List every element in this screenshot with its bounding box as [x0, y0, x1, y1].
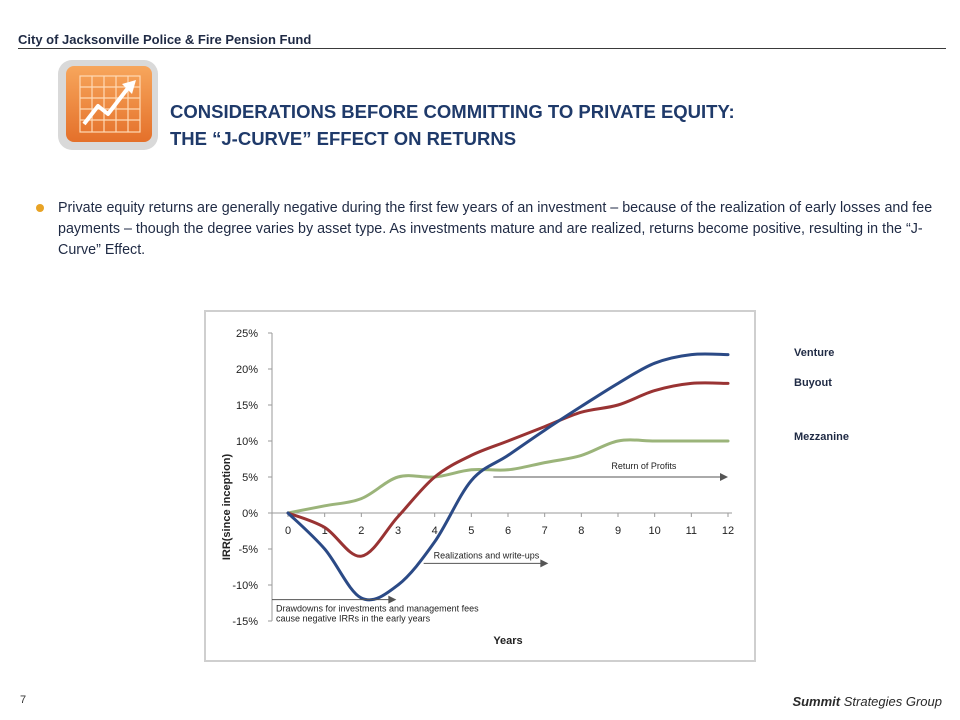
annotation-label-realizations: Realizations and write-ups	[434, 550, 540, 560]
series-line-venture	[286, 352, 730, 602]
x-tick-label: 11	[686, 525, 697, 537]
y-tick-label: 0%	[242, 508, 258, 520]
x-tick-label: 7	[542, 525, 548, 537]
legend-buyout: Buyout	[794, 377, 832, 389]
j-curve-chart: 25% 20% 15% 10% 5% 0% -5% -10% -15% 0 1 2 3 4 5 6 7 8 9 10 1…	[204, 310, 756, 662]
rising-chart-icon	[58, 60, 158, 150]
y-tick-label: -5%	[238, 544, 258, 556]
page-number: 7	[20, 694, 27, 706]
x-tick-label: 5	[468, 525, 474, 537]
series-line-mezzanine	[286, 438, 730, 515]
brand-rest: Strategies Group	[840, 694, 942, 709]
annotation-arrow-drawdowns-head	[388, 595, 397, 604]
annotation-label-drawdowns-line2: cause negative IRRs in the early years	[276, 614, 431, 624]
y-tick-label: 5%	[242, 472, 258, 484]
x-tick-label: 2	[358, 525, 364, 537]
y-tick-label: -10%	[232, 580, 258, 592]
annotation-arrow-profits-head	[720, 473, 728, 481]
legend-venture: Venture	[794, 347, 835, 359]
x-tick-label: 1	[322, 525, 328, 537]
slide-title-line2: THE “J-CURVE” EFFECT ON RETURNS	[170, 128, 517, 149]
annotation-label-profits: Return of Profits	[611, 461, 677, 471]
x-tick-label: 6	[505, 525, 511, 537]
chart-canvas: 25%20%15%10%5%0%-5%-10%-15%0 1 2 3 4 5 6 7 8 9 10 1…	[221, 328, 734, 647]
y-tick-label: 25%	[236, 328, 258, 340]
x-tick-label: 9	[615, 525, 621, 537]
y-tick-label: 15%	[236, 400, 258, 412]
fund-name: City of Jacksonville Police & Fire Pensi…	[18, 32, 312, 47]
x-tick-label: 8	[578, 525, 584, 537]
y-tick-label: -15%	[232, 616, 258, 628]
x-tick-label: 4	[432, 525, 438, 537]
y-tick-label: 20%	[236, 364, 258, 376]
x-axis-label: Years	[493, 635, 522, 647]
y-axis-label: IRR(since inception)	[221, 453, 233, 560]
slide-title-line1: CONSIDERATIONS BEFORE COMMITTING TO PRIV…	[170, 101, 735, 122]
x-tick-label: 0	[285, 525, 291, 537]
legend-mezzanine: Mezzanine	[794, 431, 850, 443]
bullet-text: Private equity returns are generally neg…	[58, 200, 933, 258]
series-line-buyout	[286, 381, 730, 558]
x-tick-label: 12	[722, 525, 734, 537]
brand-logo: Summit Strategies Group	[792, 694, 942, 709]
annotation-arrow-realizations-head	[540, 559, 549, 568]
y-tick-label: 10%	[236, 436, 258, 448]
brand-bold: Summit	[792, 694, 841, 709]
x-tick-label: 3	[395, 525, 401, 537]
header-divider	[18, 48, 946, 49]
x-tick-label: 10	[649, 525, 661, 537]
bullet-dot-icon	[36, 204, 44, 212]
annotation-label-drawdowns-line1: Drawdowns for investments and management…	[276, 604, 479, 614]
slide-title: CONSIDERATIONS BEFORE COMMITTING TO PRIV…	[170, 98, 930, 152]
